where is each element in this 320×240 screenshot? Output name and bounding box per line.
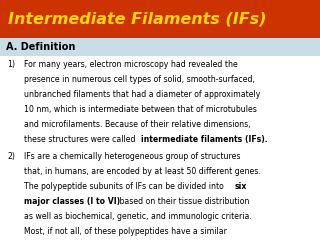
Text: major classes (I to VI): major classes (I to VI)	[24, 198, 120, 206]
Text: 10 nm, which is intermediate between that of microtubules: 10 nm, which is intermediate between tha…	[24, 105, 257, 114]
Text: and microfilaments. Because of their relative dimensions,: and microfilaments. Because of their rel…	[24, 120, 251, 129]
Text: six: six	[234, 182, 247, 192]
Text: A. Definition: A. Definition	[6, 42, 75, 52]
Text: 1): 1)	[7, 60, 15, 69]
Bar	[0, 38, 320, 56]
Text: Intermediate Filaments (IFs): Intermediate Filaments (IFs)	[8, 12, 267, 26]
Text: Most, if not all, of these polypeptides have a similar: Most, if not all, of these polypeptides …	[24, 228, 227, 236]
Text: presence in numerous cell types of solid, smooth-surfaced,: presence in numerous cell types of solid…	[24, 75, 255, 84]
Text: For many years, electron microscopy had revealed the: For many years, electron microscopy had …	[24, 60, 238, 69]
Text: that, in humans, are encoded by at least 50 different genes.: that, in humans, are encoded by at least…	[24, 168, 261, 176]
Text: IFs are a chemically heterogeneous group of structures: IFs are a chemically heterogeneous group…	[24, 152, 241, 162]
Text: unbranched filaments that had a diameter of approximately: unbranched filaments that had a diameter…	[24, 90, 260, 99]
Bar	[0, 0, 320, 38]
Text: these structures were called: these structures were called	[24, 135, 138, 144]
Text: intermediate filaments (IFs).: intermediate filaments (IFs).	[141, 135, 268, 144]
Text: based on their tissue distribution: based on their tissue distribution	[117, 198, 249, 206]
Text: The polypeptide subunits of IFs can be divided into: The polypeptide subunits of IFs can be d…	[24, 182, 226, 192]
Text: as well as biochemical, genetic, and immunologic criteria.: as well as biochemical, genetic, and imm…	[24, 212, 252, 222]
Text: 2): 2)	[7, 152, 15, 162]
